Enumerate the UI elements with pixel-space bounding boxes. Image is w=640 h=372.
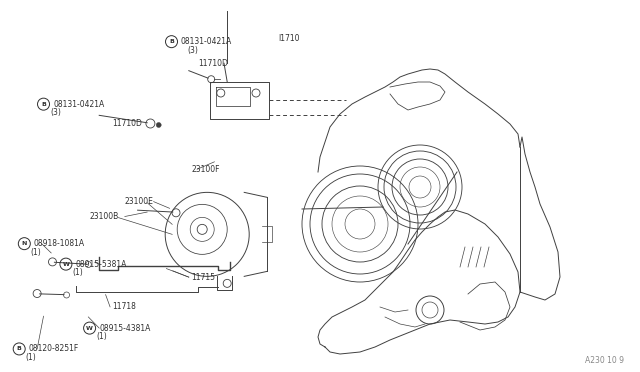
Text: A230 10 9: A230 10 9: [585, 356, 624, 365]
Text: N: N: [22, 241, 27, 246]
Text: 23100B: 23100B: [90, 212, 119, 221]
Text: 08915-5381A: 08915-5381A: [76, 260, 127, 269]
Text: 11710D: 11710D: [112, 119, 142, 128]
Text: 23100E: 23100E: [125, 197, 154, 206]
Text: (1): (1): [31, 248, 42, 257]
Text: B: B: [41, 102, 46, 107]
Text: (1): (1): [26, 353, 36, 362]
Text: 08131-0421A: 08131-0421A: [180, 37, 232, 46]
Text: 08915-4381A: 08915-4381A: [99, 324, 150, 333]
Text: B: B: [17, 346, 22, 352]
Text: (3): (3): [187, 46, 198, 55]
Text: 08918-1081A: 08918-1081A: [34, 239, 85, 248]
Text: W: W: [86, 326, 93, 331]
Text: 11710D: 11710D: [198, 60, 228, 68]
Text: (3): (3): [50, 108, 61, 117]
Text: 08131-0421A: 08131-0421A: [53, 100, 104, 109]
Text: 23100F: 23100F: [192, 165, 221, 174]
Text: (1): (1): [96, 332, 107, 341]
Text: 11715: 11715: [191, 273, 215, 282]
Text: 11718: 11718: [112, 302, 136, 311]
Text: (1): (1): [72, 268, 83, 277]
Circle shape: [156, 122, 161, 128]
Text: B: B: [169, 39, 174, 44]
Text: I1710: I1710: [278, 34, 300, 43]
Text: 08120-8251F: 08120-8251F: [29, 344, 79, 353]
Text: W: W: [63, 262, 69, 267]
